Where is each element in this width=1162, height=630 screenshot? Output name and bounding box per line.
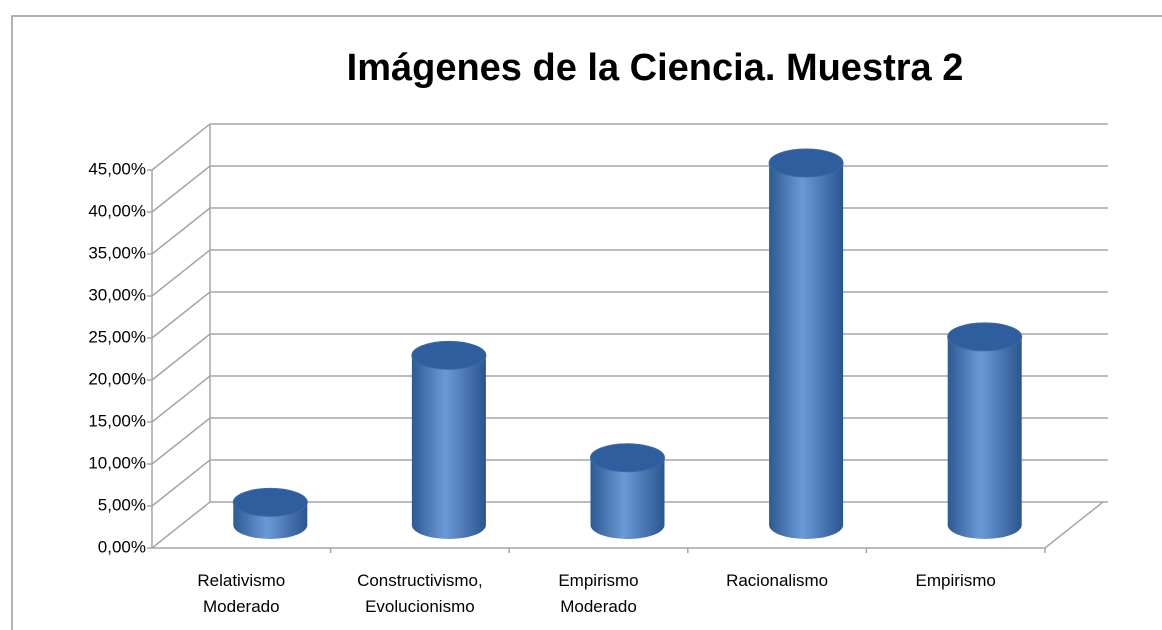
y-tick-label: 5,00% bbox=[98, 495, 146, 514]
grid-line bbox=[151, 417, 211, 465]
bar bbox=[411, 340, 487, 539]
x-tick-label: Constructivismo, Evolucionismo bbox=[357, 571, 483, 616]
y-tick-label: 0,00% bbox=[98, 537, 146, 556]
bar-top bbox=[768, 148, 844, 178]
bar-body bbox=[947, 336, 1022, 539]
grid-line bbox=[151, 459, 211, 507]
x-tick-label: Relativismo Moderado bbox=[197, 571, 285, 616]
y-tick-label: 10,00% bbox=[88, 453, 146, 472]
bar bbox=[768, 148, 844, 539]
bar-top bbox=[232, 487, 308, 517]
grid-line bbox=[151, 333, 211, 381]
bar-top bbox=[590, 443, 665, 473]
bar-top bbox=[411, 340, 487, 370]
y-tick-label: 30,00% bbox=[88, 285, 146, 304]
y-tick-label: 40,00% bbox=[88, 201, 146, 220]
frame bbox=[11, 15, 1162, 630]
grid-line bbox=[151, 165, 211, 213]
grid-line bbox=[151, 291, 211, 339]
bar-body bbox=[769, 162, 844, 539]
y-tick-label: 35,00% bbox=[88, 243, 146, 262]
grid-line bbox=[151, 501, 211, 549]
bar-body bbox=[411, 355, 486, 539]
grid-line bbox=[151, 207, 211, 255]
x-tick-label: Empirismo bbox=[916, 571, 996, 590]
bar bbox=[590, 443, 665, 539]
y-tick-label: 45,00% bbox=[88, 159, 146, 178]
y-tick-label: 20,00% bbox=[88, 369, 146, 388]
grid-line bbox=[151, 249, 211, 297]
x-tick-label: Racionalismo bbox=[726, 571, 828, 590]
bar-top bbox=[947, 322, 1023, 352]
grid-line bbox=[151, 123, 211, 171]
chart-title: Imágenes de la Ciencia. Muestra 2 bbox=[347, 47, 964, 89]
y-tick-label: 15,00% bbox=[88, 411, 146, 430]
bar bbox=[947, 322, 1023, 539]
y-tick-label: 25,00% bbox=[88, 327, 146, 346]
bar bbox=[232, 487, 308, 539]
floor-edge bbox=[1044, 501, 1104, 549]
x-tick-label: Empirismo Moderado bbox=[558, 571, 638, 616]
grid-line bbox=[151, 375, 211, 423]
bar-body bbox=[590, 457, 665, 539]
